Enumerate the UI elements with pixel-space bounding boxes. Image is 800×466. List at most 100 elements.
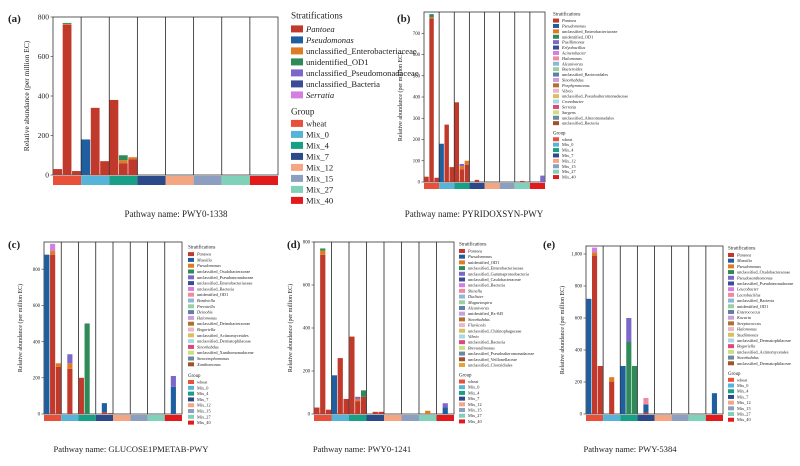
group-strip-Mix_0 [81, 176, 110, 185]
panel-label: (c) [8, 239, 21, 251]
bar-segment [50, 251, 56, 255]
legend-swatch [459, 402, 465, 407]
legend-swatch [728, 315, 734, 320]
bar-segment [643, 404, 649, 413]
legend-swatch [553, 29, 559, 34]
legend-label: Bogoriella [197, 327, 215, 332]
legend-swatch [459, 328, 465, 333]
legend-swatch [188, 321, 194, 326]
legend-label: unclassified_Enterobacteriaceae [197, 281, 252, 286]
y-tick-label: 800 [33, 268, 41, 273]
legend-label: unclassified_Pseudoalteromonadaceae [562, 94, 628, 99]
legend-label: Mix_27 [562, 169, 576, 174]
legend-label: Shinella [468, 288, 482, 293]
bar-segment [439, 143, 444, 182]
legend-label: unclassified_Bacteria [306, 79, 380, 89]
legend-swatch [553, 175, 559, 180]
bar-segment [349, 336, 355, 414]
legend-swatch [553, 40, 559, 45]
bar-segment [459, 169, 465, 182]
legend-swatch [188, 304, 194, 309]
legend-swatch [291, 196, 303, 204]
legend-swatch [728, 327, 734, 332]
legend-swatch [728, 417, 734, 422]
y-tick-label: 300 [413, 117, 421, 122]
legend-swatch [188, 356, 194, 361]
legend-label: unidentified_OD1 [737, 304, 768, 309]
bar-segment [81, 139, 91, 175]
bar-segment [643, 412, 649, 414]
panel-label: (d) [287, 239, 301, 251]
legend-label: Massilia [196, 257, 212, 262]
legend-swatch [459, 385, 465, 390]
legend-swatch [459, 413, 465, 418]
legend-label: Xanthomonas [196, 362, 221, 367]
legend-swatch [553, 77, 559, 82]
y-tick-label: 700 [413, 32, 421, 37]
group-strip-wheat [424, 183, 440, 189]
group-strip-Mix_15 [401, 415, 419, 421]
legend-label: Mix_27 [197, 414, 211, 419]
legend-label: Sinorhabdus [737, 355, 759, 360]
group-strip-Mix_27 [147, 415, 165, 421]
group-strip-Mix_12 [654, 415, 672, 421]
bar-segment [378, 411, 384, 414]
legend-swatch [553, 50, 559, 55]
legend-swatch [188, 414, 194, 419]
group-strip-Mix_12 [113, 415, 131, 421]
legend-swatch [553, 99, 559, 104]
legend-label: wheat [562, 137, 573, 142]
y-axis-label: Relative abundance (per million EC) [17, 284, 24, 372]
bar-segment [355, 396, 361, 399]
legend-label: unclassified_Chitinophagaceae [468, 328, 522, 333]
chart-panel-2: (c) 0 200 400 600 800 Relative abundance (per … [8, 239, 254, 454]
legend-title-stratifications: Stratifications [291, 11, 343, 21]
bar-segment [631, 366, 638, 414]
legend-label: unclassified_Dermatophilaceae [737, 361, 791, 366]
legend-swatch [291, 47, 303, 55]
legend-swatch [553, 72, 559, 77]
legend-label: Studiimonas [737, 332, 759, 337]
group-strip-Mix_7 [469, 183, 485, 189]
legend-label: Sinorhabdus [468, 317, 490, 322]
legend-swatch [459, 248, 465, 253]
bar-segment [586, 298, 592, 414]
legend-swatch [188, 350, 194, 355]
legend-swatch [188, 315, 194, 320]
legend-label: Bacteroides [562, 67, 583, 72]
group-strip-Mix_12 [484, 183, 500, 189]
bar-segment [72, 171, 81, 175]
legend-label: unclassified_Pseudomonadaceae [197, 275, 253, 280]
legend-swatch [188, 281, 194, 286]
bar-segment [355, 401, 361, 414]
legend-label: Serratia [306, 90, 334, 100]
legend-swatch [291, 36, 303, 44]
legend-swatch [728, 344, 734, 349]
legend-label: unclassified_Bacteria [197, 286, 234, 291]
legend-label: Acinetobacter [561, 50, 586, 55]
legend-swatch [728, 349, 734, 354]
group-strip-Mix_40 [249, 176, 278, 185]
y-tick-label: 400 [413, 96, 421, 101]
y-tick-label: 600 [303, 284, 311, 289]
legend-label: Massilia [736, 258, 752, 263]
pathway-name: Pathway name: PWY0-1241 [313, 444, 411, 454]
legend-swatch [459, 334, 465, 339]
legend-swatch [291, 119, 303, 127]
legend-label: unidentified_OD1 [562, 34, 593, 39]
bar-segment [343, 398, 349, 414]
legend-label: Stenotrophomonas [197, 356, 229, 361]
legend-title-stratifications: Stratifications [728, 246, 756, 251]
legend-label: Porphyromonas [561, 83, 590, 88]
legend-label: unidentified_OD1 [197, 292, 228, 297]
legend-label: Pantoea [561, 18, 576, 23]
legend-label: unclassified_Bacteria [468, 283, 505, 288]
panel-label: (b) [397, 13, 411, 25]
bar-segment [540, 175, 545, 182]
legend-swatch [188, 310, 194, 315]
legend-swatch [188, 298, 194, 303]
legend-label: Mix_40 [468, 419, 482, 424]
legend-label: Mix_7 [197, 397, 209, 402]
legend-swatch [459, 357, 465, 362]
legend-label: Mix_27 [468, 413, 482, 418]
